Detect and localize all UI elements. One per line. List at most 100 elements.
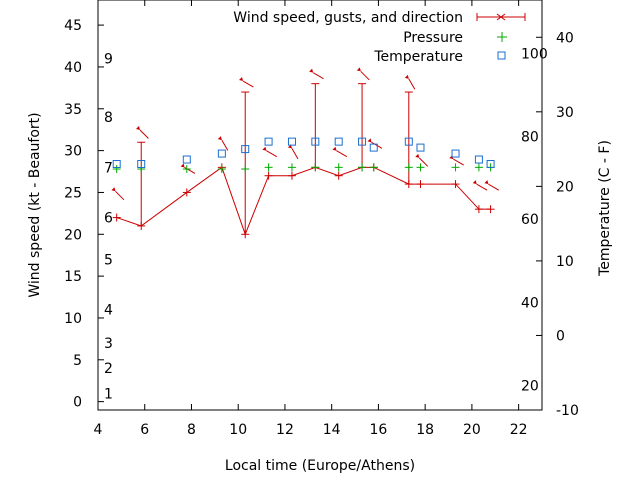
wind-direction-arrow — [418, 157, 429, 167]
fahrenheit-label: 100 — [521, 47, 548, 63]
wind-direction-arrow — [312, 72, 324, 80]
plot-frame — [97, 0, 543, 411]
y-tick-label: 10 — [64, 311, 82, 327]
temperature-point — [241, 145, 250, 154]
temperature-point — [334, 137, 343, 146]
wind-line — [116, 166, 491, 236]
x-tick-label: 4 — [94, 422, 103, 438]
wind-direction-head — [180, 163, 185, 168]
temperature-point — [264, 137, 273, 146]
wind-direction-arrow — [453, 158, 464, 166]
wind-direction-head — [484, 180, 489, 185]
temperature-point — [182, 155, 191, 164]
wind-direction-head — [356, 67, 361, 72]
y-tick-label: 5 — [73, 353, 82, 369]
x-tick-label: 12 — [276, 422, 294, 438]
fahrenheit-label: 20 — [521, 378, 539, 394]
y2-tick-label: 10 — [556, 254, 574, 270]
y-tick-label: 0 — [73, 395, 82, 411]
x-tick-label: 8 — [187, 422, 196, 438]
temperature-point — [474, 155, 483, 164]
wind-direction-arrow — [266, 150, 278, 158]
y-tick-label: 45 — [64, 18, 82, 34]
beaufort-label: 1 — [104, 386, 113, 402]
wind-direction-arrow — [476, 183, 488, 191]
temperature-series — [112, 137, 495, 168]
x-tick-label: 16 — [370, 422, 388, 438]
wind-direction-head — [135, 126, 140, 131]
pressure-series — [112, 163, 495, 174]
beaufort-label: 4 — [104, 303, 113, 319]
wind-direction-head — [404, 74, 409, 79]
wind-direction-head — [309, 68, 314, 73]
fahrenheit-label: 80 — [521, 129, 539, 145]
legend: Wind speed, gusts, and direction Pressur… — [233, 10, 526, 65]
temperature-point — [369, 143, 378, 152]
axes: 4 6 8 10 12 14 16 18 20 22051015202530354045-1001… — [64, 0, 579, 438]
y2-tick-label: 30 — [556, 105, 574, 121]
x-tick-label: 6 — [140, 422, 149, 438]
wind-direction-arrow — [242, 80, 254, 88]
fahrenheit-labels: 20 40 60 80 100 — [521, 47, 548, 395]
x-axis-label: Local time (Europe/Athens) — [225, 458, 415, 474]
wind-direction-head — [262, 146, 267, 151]
y2-tick-label: 20 — [556, 179, 574, 195]
wind-direction-head — [472, 180, 477, 185]
wind-series — [111, 67, 500, 239]
beaufort-label: 5 — [104, 252, 113, 268]
wind-direction-head — [415, 153, 420, 158]
x-tick-label: 22 — [510, 422, 528, 438]
beaufort-label: 8 — [104, 110, 113, 126]
wind-direction-head — [367, 138, 372, 143]
y-tick-label: 30 — [64, 144, 82, 160]
temperature-point — [311, 137, 320, 146]
x-tick-label: 18 — [416, 422, 434, 438]
wind-direction-head — [111, 187, 116, 192]
legend-label-pressure: Pressure — [403, 30, 463, 46]
fahrenheit-label: 40 — [521, 296, 539, 312]
wind-direction-head — [217, 136, 222, 141]
y2-tick-label: 0 — [556, 328, 565, 344]
temperature-point — [137, 160, 146, 168]
beaufort-label: 9 — [104, 52, 113, 68]
beaufort-label: 2 — [104, 361, 113, 377]
legend-label-temperature: Temperature — [373, 49, 463, 65]
y-tick-label: 20 — [64, 227, 82, 243]
y2-axis-label: Temperature (C - F) — [597, 140, 613, 277]
legend-cross-wind-b — [496, 13, 506, 21]
y-axis-label: Wind speed (kt - Beaufort) — [27, 112, 43, 297]
wind-direction-arrow — [291, 148, 299, 160]
x-tick-label: 10 — [229, 422, 247, 438]
beaufort-label: 3 — [104, 336, 113, 352]
y-tick-label: 40 — [64, 60, 82, 76]
fahrenheit-label: 60 — [521, 212, 539, 228]
temperature-point — [217, 149, 226, 158]
temperature-point — [358, 137, 367, 146]
temperature-point — [112, 160, 121, 168]
wind-direction-arrow — [408, 78, 416, 90]
wind-direction-arrow — [139, 129, 149, 139]
beaufort-labels: 1 2 3 4 5 6 7 8 9 — [104, 52, 113, 403]
wind-direction-arrow — [221, 139, 229, 151]
y-tick-label: 25 — [64, 185, 82, 201]
wind-direction-head — [239, 77, 244, 82]
wind-direction-head — [332, 146, 337, 151]
x-tick-label: 20 — [463, 422, 481, 438]
wind-direction-arrow — [336, 150, 348, 158]
wind-direction-arrow — [488, 183, 500, 191]
y-tick-label: 35 — [64, 102, 82, 118]
legend-label-wind: Wind speed, gusts, and direction — [233, 10, 463, 26]
y-tick-label: 15 — [64, 269, 82, 285]
y2-tick-label: -10 — [556, 403, 579, 419]
wind-direction-arrow — [184, 167, 196, 174]
beaufort-label: 6 — [104, 211, 113, 227]
temperature-point — [287, 137, 296, 146]
legend-marker-temperature — [497, 51, 506, 60]
y2-tick-label: 40 — [556, 30, 574, 46]
wind-direction-arrow — [115, 190, 125, 201]
temperature-point — [451, 149, 460, 158]
temperature-point — [416, 143, 425, 152]
temperature-point — [486, 160, 495, 168]
